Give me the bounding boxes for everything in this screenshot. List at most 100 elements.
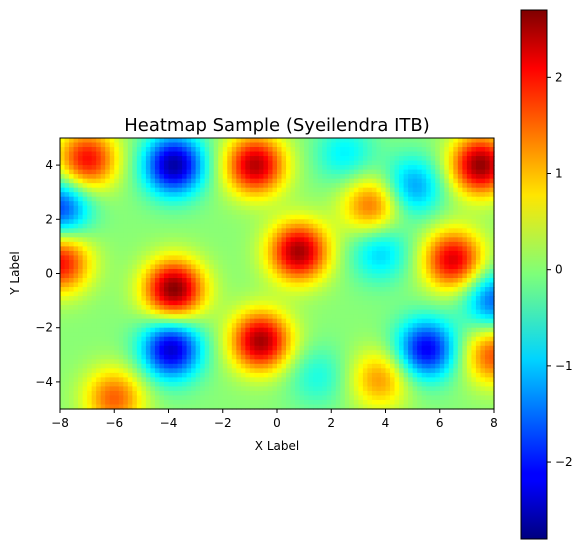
heatmap-cell xyxy=(254,147,260,153)
heatmap-cell xyxy=(96,142,102,148)
heatmap-cell xyxy=(417,147,423,153)
heatmap-cell xyxy=(322,169,328,175)
heatmap-cell xyxy=(82,336,88,342)
heatmap-cell xyxy=(163,318,170,324)
heatmap-cell xyxy=(349,368,355,374)
heatmap-cell xyxy=(390,151,396,157)
heatmap-cell xyxy=(466,255,472,261)
heatmap-cell xyxy=(118,246,124,252)
heatmap-cell xyxy=(286,368,292,374)
heatmap-cell xyxy=(191,300,197,306)
heatmap-cell xyxy=(371,160,378,166)
heatmap-cell xyxy=(290,273,296,279)
heatmap-cell xyxy=(439,165,445,171)
heatmap-cell xyxy=(353,187,359,193)
heatmap-cell xyxy=(218,169,224,175)
heatmap-cell xyxy=(227,363,233,369)
heatmap-cell xyxy=(394,174,400,180)
heatmap-cell xyxy=(105,305,111,311)
heatmap-cell xyxy=(118,336,124,342)
heatmap-cell xyxy=(344,268,350,275)
heatmap-cell xyxy=(326,341,332,347)
heatmap-cell xyxy=(480,232,486,238)
heatmap-cell xyxy=(462,345,468,351)
heatmap-cell xyxy=(435,296,441,302)
heatmap-cell xyxy=(453,336,459,342)
heatmap-cell xyxy=(145,138,152,144)
heatmap-cell xyxy=(403,273,409,279)
heatmap-cell xyxy=(353,305,359,311)
heatmap-cell xyxy=(182,196,188,202)
heatmap-cell xyxy=(267,332,274,338)
heatmap-cell xyxy=(380,305,387,311)
heatmap-cell xyxy=(439,363,445,369)
heatmap-cell xyxy=(105,201,111,207)
heatmap-cell xyxy=(267,205,274,211)
heatmap-cell xyxy=(182,138,188,144)
heatmap-cell xyxy=(254,332,260,338)
heatmap-cell xyxy=(105,228,111,234)
heatmap-cell xyxy=(335,205,341,211)
heatmap-cell xyxy=(182,282,188,288)
heatmap-cell xyxy=(258,318,265,324)
heatmap-cell xyxy=(60,169,66,175)
heatmap-cell xyxy=(236,259,242,266)
heatmap-cell xyxy=(286,178,292,184)
heatmap-cell xyxy=(236,309,242,315)
heatmap-cell xyxy=(340,259,346,266)
heatmap-cell xyxy=(267,196,274,202)
heatmap-cell xyxy=(154,192,161,198)
heatmap-cell xyxy=(150,160,156,166)
heatmap-cell xyxy=(173,332,179,338)
heatmap-cell xyxy=(380,142,387,148)
heatmap-cell xyxy=(376,327,382,333)
heatmap-cell xyxy=(331,165,337,171)
heatmap-cell xyxy=(82,359,88,365)
heatmap-cell xyxy=(471,268,477,275)
heatmap-cell xyxy=(358,296,364,302)
heatmap-cell xyxy=(249,183,255,189)
heatmap-cell xyxy=(258,259,265,266)
heatmap-cell xyxy=(132,336,138,342)
heatmap-cell xyxy=(362,341,369,347)
heatmap-cell xyxy=(403,259,409,266)
heatmap-cell xyxy=(313,350,319,356)
heatmap-cell xyxy=(430,169,436,175)
heatmap-cell xyxy=(399,237,405,243)
heatmap-cell xyxy=(69,363,75,369)
heatmap-cell xyxy=(154,165,161,171)
heatmap-cell xyxy=(471,327,477,333)
heatmap-cell xyxy=(78,255,84,261)
heatmap-cell xyxy=(87,205,93,211)
heatmap-cell xyxy=(376,359,382,365)
heatmap-cell xyxy=(173,160,179,166)
heatmap-cell xyxy=(421,187,427,193)
heatmap-cell xyxy=(123,318,129,324)
heatmap-cell xyxy=(277,318,283,324)
heatmap-cell xyxy=(240,201,246,207)
heatmap-cell xyxy=(200,201,206,207)
heatmap-cell xyxy=(150,296,156,302)
heatmap-cell xyxy=(105,332,111,338)
heatmap-cell xyxy=(154,332,161,338)
heatmap-cell xyxy=(403,232,409,238)
heatmap-cell xyxy=(186,232,192,238)
heatmap-cell xyxy=(322,300,328,306)
heatmap-cell xyxy=(480,187,486,193)
heatmap-cell xyxy=(286,196,292,202)
heatmap-cell xyxy=(403,183,409,189)
heatmap-cell xyxy=(204,341,210,347)
heatmap-cell xyxy=(295,273,301,279)
heatmap-cell xyxy=(173,138,179,144)
heatmap-cell xyxy=(227,147,233,153)
heatmap-cell xyxy=(218,368,224,374)
heatmap-cell xyxy=(394,187,400,193)
heatmap-cell xyxy=(304,291,310,297)
heatmap-cell xyxy=(439,345,445,351)
heatmap-cell xyxy=(114,305,120,311)
heatmap-cell xyxy=(159,178,165,184)
heatmap-cell xyxy=(444,142,450,148)
heatmap-cell xyxy=(484,151,491,157)
heatmap-cell xyxy=(236,187,242,193)
heatmap-cell xyxy=(308,282,314,288)
